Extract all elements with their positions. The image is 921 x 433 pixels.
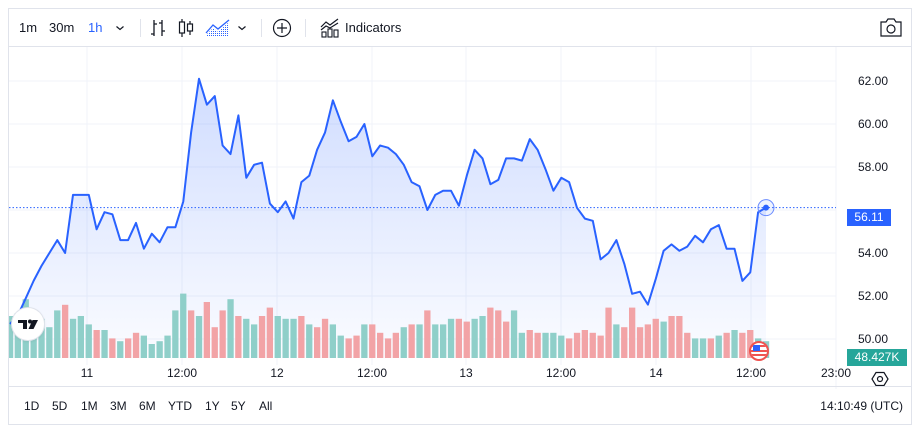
interval-1m-button[interactable]: 1m (19, 20, 38, 35)
interval-dropdown-button[interactable] (115, 9, 129, 47)
current-price-label: 56.11 (854, 210, 884, 224)
tradingview-logo[interactable] (12, 308, 44, 340)
bottom-toolbar: 1D 5D 1M 3M 6M YTD 1Y 5Y All 14:10:49 (U… (9, 386, 911, 424)
chart-type-dropdown-button[interactable] (237, 9, 251, 47)
bar-chart-type-button[interactable] (149, 9, 167, 47)
price-axis-label: 50.00 (858, 332, 888, 346)
plus-circle-icon (272, 18, 292, 38)
range-ytd-button[interactable]: YTD (168, 399, 192, 413)
price-line (9, 77, 767, 325)
price-axis-label: 62.00 (858, 74, 888, 88)
range-5d-button[interactable]: 5D (52, 399, 68, 413)
current-volume-label: 48.427K (854, 350, 900, 364)
time-axis-label: 12:00 (167, 366, 197, 380)
utc-clock[interactable]: 14:10:49 (UTC) (820, 399, 903, 413)
area-chart-icon (205, 19, 230, 36)
indicators-label: Indicators (345, 20, 402, 35)
time-axis-label: 12 (270, 366, 284, 380)
candlestick-chart-type-button[interactable] (177, 9, 195, 47)
chart-pane[interactable]: 62.00 60.00 58.00 54.00 52.00 50.00 11 12:00 12… (6, 47, 911, 389)
time-axis-label: 12:00 (736, 366, 766, 380)
time-axis-label: 12:00 (357, 366, 387, 380)
tradingview-logo-icon (18, 319, 38, 329)
price-axis-label: 52.00 (858, 289, 888, 303)
area-chart-type-button[interactable] (205, 9, 231, 47)
chart-widget: 1m 30m 1h (6, 8, 912, 425)
price-chart[interactable]: 62.00 60.00 58.00 54.00 52.00 50.00 11 12:00 12… (6, 47, 911, 389)
toolbar-divider (305, 19, 306, 37)
chevron-down-icon (238, 26, 246, 31)
candlestick-icon (178, 19, 194, 37)
price-area (10, 78, 766, 359)
top-toolbar: 1m 30m 1h (9, 9, 911, 47)
range-all-button[interactable]: All (259, 399, 273, 413)
range-1y-button[interactable]: 1Y (205, 399, 220, 413)
price-axis: 62.00 60.00 58.00 54.00 52.00 50.00 (858, 74, 888, 346)
volume-bars (6, 293, 770, 358)
chevron-down-icon (116, 26, 124, 31)
gear-icon (871, 371, 889, 387)
camera-icon (880, 18, 902, 37)
snapshot-button[interactable] (879, 9, 903, 47)
chart-settings-button[interactable] (871, 370, 889, 388)
range-6m-button[interactable]: 6M (139, 399, 156, 413)
price-axis-label: 60.00 (858, 117, 888, 131)
range-3m-button[interactable]: 3M (110, 399, 127, 413)
us-flag-graphic (751, 345, 767, 356)
price-axis-label: 58.00 (858, 160, 888, 174)
current-volume-badge: 48.427K (847, 349, 907, 366)
time-axis-label: 23:00 (821, 366, 851, 380)
last-price-line (9, 199, 836, 217)
indicators-button[interactable]: Indicators (319, 9, 419, 47)
current-price-badge: 56.11 (847, 209, 891, 226)
time-axis-label: 13 (459, 366, 473, 380)
compare-symbol-button[interactable] (271, 9, 293, 47)
price-axis-label: 54.00 (858, 246, 888, 260)
interval-30m-button[interactable]: 30m (49, 20, 75, 35)
bar-chart-icon (151, 20, 165, 36)
us-flag-icon[interactable] (749, 341, 769, 361)
time-axis-label: 14 (649, 366, 663, 380)
range-1m-button[interactable]: 1M (81, 399, 98, 413)
indicators-icon (320, 18, 339, 38)
toolbar-divider (261, 19, 262, 37)
interval-1h-button[interactable]: 1h (88, 20, 103, 35)
time-axis-label: 11 (81, 366, 94, 380)
toolbar-divider (140, 19, 141, 37)
time-axis: 11 12:00 12 12:00 13 12:00 14 12:00 23:00 (81, 366, 852, 380)
range-1d-button[interactable]: 1D (24, 399, 40, 413)
time-axis-label: 12:00 (546, 366, 576, 380)
range-5y-button[interactable]: 5Y (231, 399, 246, 413)
